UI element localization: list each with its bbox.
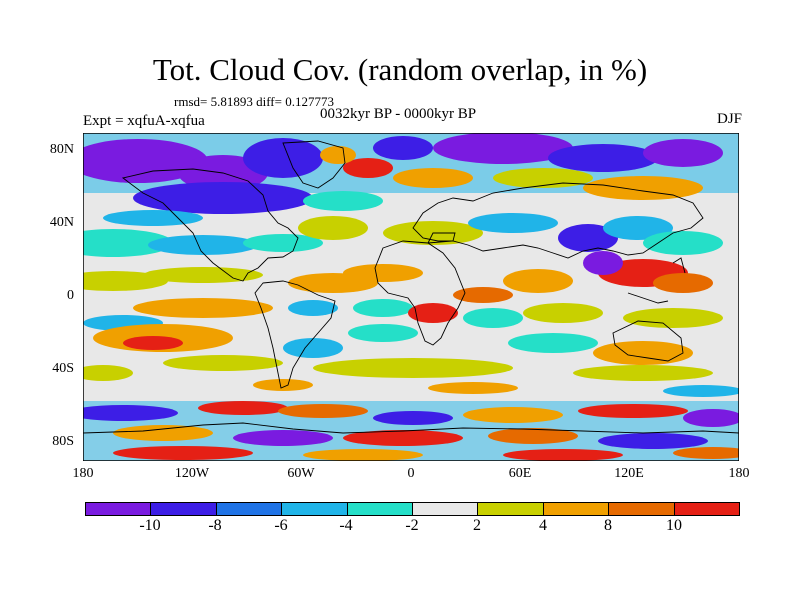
colorbar-label: -10 [139,517,161,534]
colorbar-label: 2 [473,517,481,534]
colorbar-label: -8 [208,517,222,534]
tropical-anomalies [83,251,723,331]
lon-tick-120w: 120W [174,466,210,481]
colorbar-box [413,502,479,516]
colorbar-label: -4 [339,517,353,534]
colorbar-label: 8 [604,517,612,534]
colorbar-label: 10 [666,517,682,534]
lon-tick-60e: 60E [508,466,532,481]
colorbar-box [543,502,610,516]
lat-tick-40s: 40S [52,361,74,376]
lon-tick-180e: 180 [728,466,750,481]
colorbar-box [85,502,152,516]
lon-tick-180w: 180 [72,466,94,481]
colorbar [85,502,741,516]
map-title: Tot. Cloud Cov. (random overlap, in %) [152,52,648,87]
colorbar-label: -2 [405,517,419,534]
northern-midlat-anomalies [83,210,723,257]
arctic-anomalies [83,133,739,214]
lat-tick-80s: 80S [52,434,74,449]
colorbar-label: -6 [274,517,288,534]
lat-tick-0: 0 [67,288,74,303]
colorbar-box [216,502,283,516]
colorbar-box [609,502,675,516]
stats-label: rmsd= 5.81893 diff= 0.127773 [174,94,334,109]
coastlines [83,140,739,434]
colorbar-label: 4 [539,517,547,534]
colorbar-box [478,502,544,516]
cloud-cover-map [83,133,739,461]
lat-tick-80n: 80N [49,142,74,157]
southern-anomalies [83,324,739,397]
lon-tick-120e: 120E [614,466,644,481]
colorbar-box [151,502,217,516]
period-label: 0032kyr BP - 0000kyr BP [320,106,477,122]
lon-tick-60w: 60W [287,466,315,481]
lat-tick-40n: 40N [49,215,74,230]
season-label: DJF [716,111,742,127]
colorbar-box [674,502,741,516]
colorbar-box [347,502,414,516]
lon-tick-0: 0 [407,466,415,481]
colorbar-box [282,502,348,516]
experiment-label: Expt = xqfuA-xqfua [83,113,205,129]
